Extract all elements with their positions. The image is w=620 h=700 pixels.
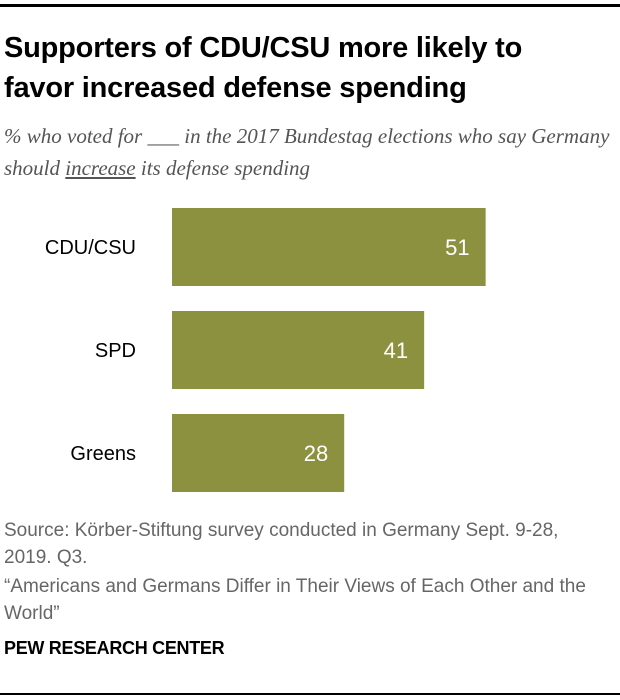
bar-chart: CDU/CSU 51 SPD 41 Greens 28 — [45, 208, 486, 492]
title-line-1: Supporters of CDU/CSU more likely to — [4, 32, 523, 64]
subtitle-emphasis: increase — [65, 156, 136, 180]
subtitle-post: its defense spending — [135, 156, 311, 180]
pew-logo-text: PEW RESEARCH CENTER — [4, 638, 225, 658]
value-label-spd: 41 — [384, 338, 408, 363]
category-label-greens: Greens — [70, 443, 136, 465]
chart-title: Supporters of CDU/CSU more likely to fav… — [4, 28, 604, 108]
report-title: “Americans and Germans Differ in Their V… — [4, 576, 586, 624]
bar-greens — [172, 414, 345, 492]
source-notes: Source: Körber-Stiftung survey conducted… — [4, 517, 604, 629]
value-label-cdu-csu: 51 — [445, 235, 469, 260]
value-label-greens: 28 — [304, 441, 328, 466]
category-label-cdu-csu: CDU/CSU — [45, 237, 136, 259]
source-text: Source: Körber-Stiftung survey conducted… — [4, 520, 559, 568]
top-rule — [0, 4, 620, 7]
title-line-2: favor increased defense spending — [4, 72, 467, 104]
bottom-rule — [0, 693, 620, 695]
bars-group: CDU/CSU 51 SPD 41 Greens 28 — [45, 208, 486, 492]
subtitle-pre: % who voted for ___ in the 2017 Bundesta… — [4, 124, 610, 180]
bar-cdu-csu — [172, 208, 486, 286]
category-label-spd: SPD — [95, 340, 136, 362]
chart-subtitle: % who voted for ___ in the 2017 Bundesta… — [4, 120, 614, 184]
bar-spd — [172, 311, 425, 389]
